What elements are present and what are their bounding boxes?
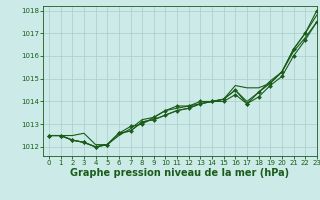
X-axis label: Graphe pression niveau de la mer (hPa): Graphe pression niveau de la mer (hPa) [70,168,290,178]
